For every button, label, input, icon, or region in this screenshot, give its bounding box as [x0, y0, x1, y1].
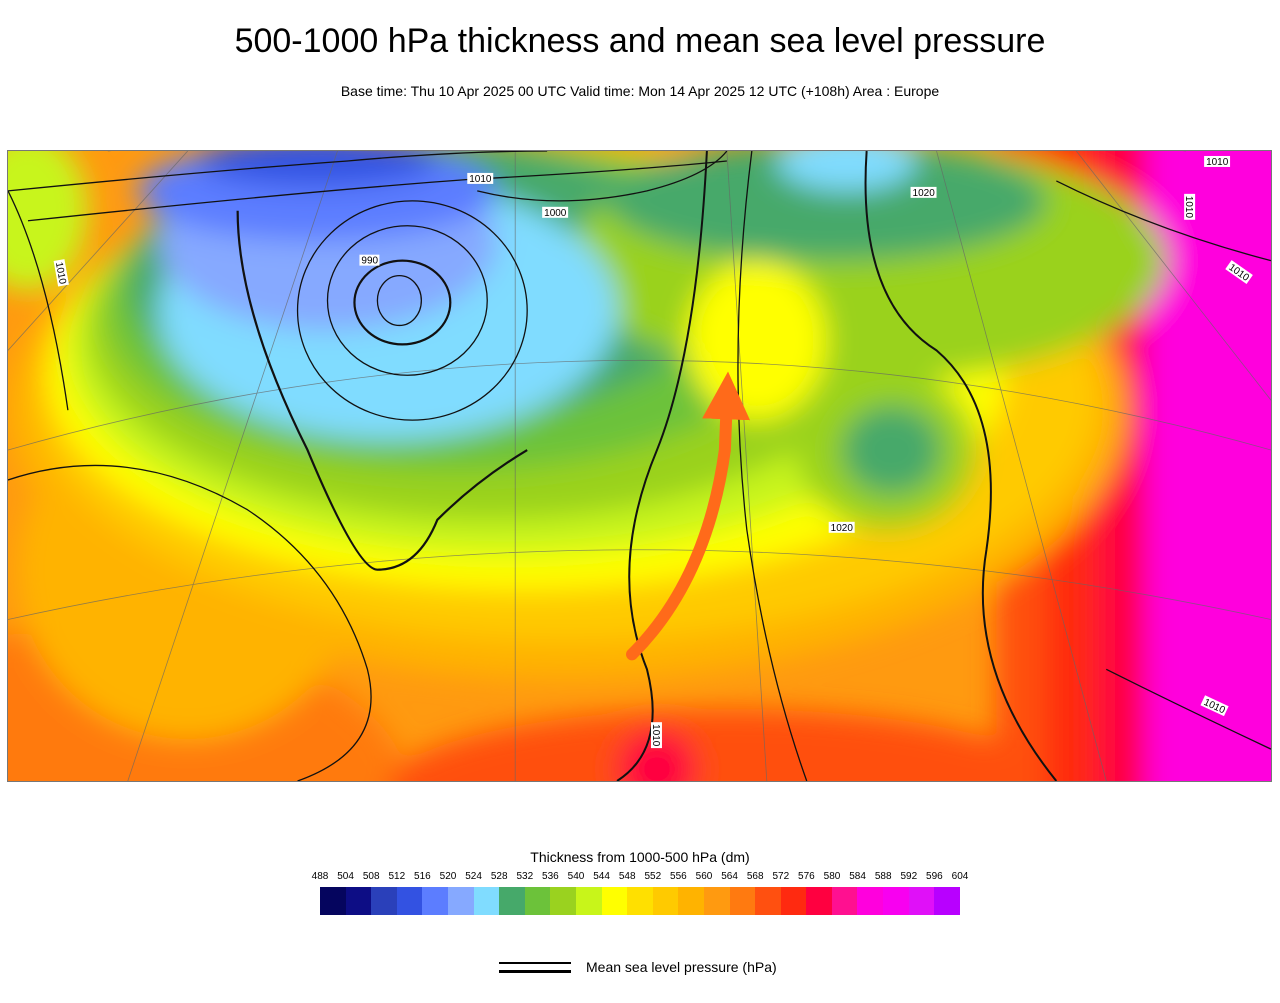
- colorbar-tick-label: 516: [414, 871, 431, 882]
- contour-label: 1000: [542, 206, 569, 219]
- colorbar-swatch: [345, 887, 372, 915]
- colorbar-tick-label: 576: [798, 871, 815, 882]
- colorbar-swatch: [422, 887, 448, 915]
- svg-text:1010: 1010: [1183, 196, 1194, 219]
- contour-labels: 1010 1000 990 1010 1020 1010 1020 1010 1…: [53, 155, 1253, 749]
- colorbar-swatch: [729, 887, 756, 915]
- svg-text:1010: 1010: [650, 724, 661, 747]
- colorbar-tick-label: 580: [823, 871, 841, 882]
- colorbar-swatch: [780, 887, 807, 915]
- colorbar-swatch: [627, 887, 653, 915]
- colorbar-tick-label: 552: [644, 871, 662, 882]
- colorbar-tick-label: 572: [772, 871, 790, 882]
- colorbar-swatch: [678, 887, 704, 915]
- colorbar-swatch: [703, 887, 730, 915]
- colorbar-tick-label: 536: [542, 871, 559, 882]
- colorbar-swatch: [755, 887, 781, 915]
- colorbar-tick-label: 568: [746, 871, 764, 882]
- colorbar-swatch: [652, 887, 679, 915]
- svg-text:1020: 1020: [831, 523, 854, 534]
- chart-title: 500-1000 hPa thickness and mean sea leve…: [234, 22, 1046, 60]
- colorbar-tick-label: 544: [593, 871, 610, 882]
- colorbar-tick-label: 528: [490, 871, 508, 882]
- colorbar-tick-label: 596: [926, 871, 943, 882]
- arrow-up-curved-icon: [626, 371, 751, 661]
- chart-subtitle: Base time: Thu 10 Apr 2025 00 UTC Valid …: [340, 83, 940, 99]
- thickness-field: [8, 151, 1271, 781]
- svg-text:1010: 1010: [53, 261, 68, 285]
- colorbar-swatch: [934, 887, 960, 915]
- colorbar-tick-label: 524: [465, 871, 482, 882]
- colorbar-tick-label: 584: [849, 871, 866, 882]
- contour-label: 990: [359, 254, 380, 267]
- weather-map: 1010 1000 990 1010 1020 1010 1020 1010 1…: [7, 150, 1272, 782]
- colorbar-swatch: [883, 887, 909, 915]
- graticule: [8, 151, 1271, 781]
- colorbar-tick-label: 564: [721, 871, 738, 882]
- colorbar-swatch: [831, 887, 858, 915]
- svg-text:990: 990: [361, 256, 378, 267]
- colorbar-swatch: [908, 887, 935, 915]
- colorbar-swatch: [550, 887, 576, 915]
- contour-label: 1020: [828, 521, 855, 534]
- contour-label: 1020: [910, 186, 937, 199]
- colorbar-swatch: [473, 887, 500, 915]
- svg-text:1000: 1000: [544, 208, 567, 219]
- colorbar: [320, 887, 960, 915]
- legend-line-thin: [499, 962, 571, 964]
- colorbar-swatch: [396, 887, 423, 915]
- colorbar-swatch: [499, 887, 525, 915]
- contour-label: 1010: [1183, 193, 1196, 220]
- svg-text:1010: 1010: [469, 174, 492, 185]
- colorbar-tick-label: 560: [695, 871, 713, 882]
- contour-label: 1010: [467, 172, 494, 185]
- colorbar-tick-label: 488: [311, 871, 329, 882]
- colorbar-swatch: [524, 887, 551, 915]
- colorbar-swatch: [601, 887, 628, 915]
- colorbar-tick-label: 520: [439, 871, 457, 882]
- colorbar-tick-label: 540: [567, 871, 585, 882]
- colorbar-labels: 488 504 508 512 516 520 524 528 532 536 540 544 548 5…: [312, 871, 969, 885]
- colorbar-title: Thickness from 1000-500 hPa (dm): [530, 849, 750, 865]
- colorbar-tick-label: 592: [900, 871, 918, 882]
- colorbar-swatch: [447, 887, 474, 915]
- colorbar-tick-label: 508: [362, 871, 380, 882]
- colorbar-swatch: [371, 887, 397, 915]
- colorbar-swatch: [320, 887, 346, 915]
- colorbar-swatch: [806, 887, 832, 915]
- colorbar-tick-label: 512: [388, 871, 406, 882]
- svg-text:1020: 1020: [913, 188, 936, 199]
- colorbar-tick-label: 556: [670, 871, 687, 882]
- colorbar-tick-label: 588: [874, 871, 892, 882]
- colorbar-swatch: [857, 887, 884, 915]
- pressure-contours: [8, 151, 1271, 781]
- contour-label: 1010: [1204, 155, 1231, 168]
- legend-line-thick: [499, 970, 571, 973]
- colorbar-tick-label: 504: [337, 871, 354, 882]
- colorbar-tick-label: 548: [618, 871, 636, 882]
- colorbar-tick-label: 604: [951, 871, 969, 882]
- legend-label: Mean sea level pressure (hPa): [586, 959, 777, 975]
- contour-label: 1010: [650, 722, 662, 749]
- svg-text:1010: 1010: [1206, 157, 1229, 168]
- colorbar-tick-label: 532: [516, 871, 534, 882]
- colorbar-swatch: [575, 887, 602, 915]
- contour-label: 1010: [53, 259, 69, 287]
